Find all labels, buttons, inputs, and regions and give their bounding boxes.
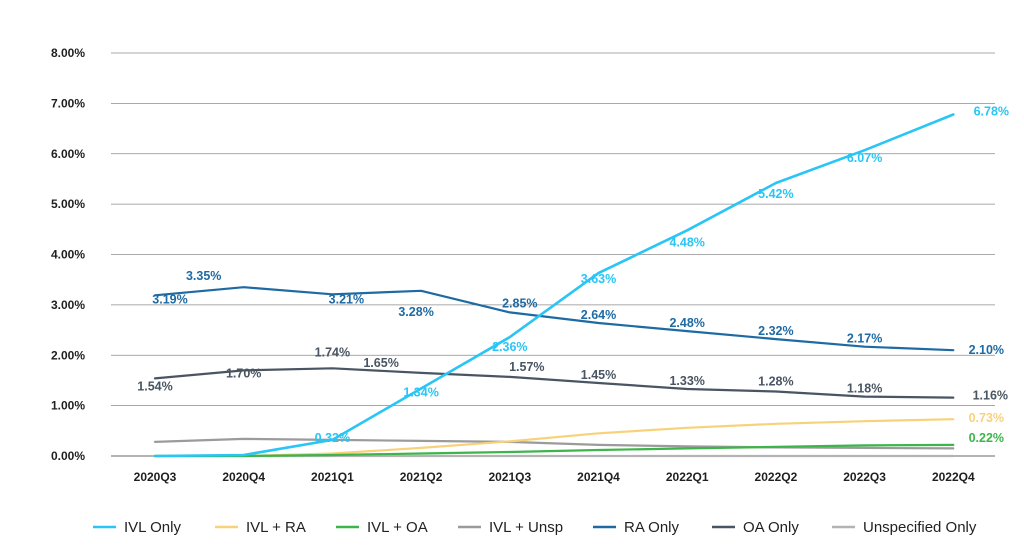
y-tick-label: 6.00% bbox=[51, 147, 85, 161]
y-tick-label: 0.00% bbox=[51, 449, 85, 463]
series-line-ivl-unsp bbox=[153, 437, 955, 450]
y-tick-label: 5.00% bbox=[51, 197, 85, 211]
x-axis-ticks: 2020Q3 2020Q4 2021Q1 2021Q2 2021Q3 2021Q4 2022… bbox=[134, 470, 975, 484]
data-label-ra-only: 3.21% bbox=[329, 292, 364, 306]
x-tick-label: 2022Q1 bbox=[666, 470, 709, 484]
y-tick-label: 7.00% bbox=[51, 96, 85, 110]
data-label-oa-only: 1.16% bbox=[973, 389, 1008, 403]
data-label-ivl-ra: 0.73% bbox=[969, 411, 1004, 425]
x-tick-label: 2022Q3 bbox=[843, 470, 886, 484]
y-tick-label: 2.00% bbox=[51, 348, 85, 362]
data-label-ivl-only: 4.48% bbox=[669, 235, 704, 249]
data-label-ivl-only: 2.36% bbox=[492, 340, 527, 354]
y-tick-label: 3.00% bbox=[51, 298, 85, 312]
legend-label-ivl-ra: IVL + RA bbox=[246, 519, 306, 536]
x-tick-label: 2021Q4 bbox=[577, 470, 620, 484]
data-label-oa-only: 1.54% bbox=[137, 379, 172, 393]
data-label-oa-only: 1.65% bbox=[363, 356, 398, 370]
y-tick-label: 1.00% bbox=[51, 399, 85, 413]
series-lines bbox=[153, 113, 955, 458]
data-label-ivl-only: 0.32% bbox=[315, 431, 350, 445]
y-axis-ticks: 0.00% 1.00% 2.00% 3.00% 4.00% 5.00% 6.00% 7.00%… bbox=[51, 46, 85, 463]
series-line-ivl-only bbox=[153, 113, 955, 458]
data-label-ra-only: 3.28% bbox=[398, 305, 433, 319]
data-label-ivl-only: 5.42% bbox=[758, 187, 793, 201]
legend-label-ivl-unsp: IVL + Unsp bbox=[489, 519, 563, 536]
data-label-ra-only: 2.85% bbox=[502, 296, 537, 310]
series-line-ivl-oa bbox=[153, 443, 955, 458]
x-tick-label: 2020Q4 bbox=[222, 470, 265, 484]
data-label-ra-only: 2.32% bbox=[758, 324, 793, 338]
data-label-ivl-only: 3.63% bbox=[581, 272, 616, 286]
data-label-oa-only: 1.18% bbox=[847, 382, 882, 396]
data-label-ra-only: 2.48% bbox=[669, 316, 704, 330]
x-tick-label: 2020Q3 bbox=[134, 470, 177, 484]
legend: IVL Only IVL + RA IVL + OA IVL + Unsp RA Onl… bbox=[93, 519, 977, 536]
data-label-oa-only: 1.45% bbox=[581, 368, 616, 382]
data-label-oa-only: 1.74% bbox=[315, 345, 350, 359]
data-label-ivl-oa: 0.22% bbox=[969, 431, 1004, 445]
data-label-ra-only: 3.19% bbox=[152, 292, 187, 306]
data-label-oa-only: 1.57% bbox=[509, 360, 544, 374]
x-tick-label: 2021Q1 bbox=[311, 470, 354, 484]
y-tick-label: 8.00% bbox=[51, 46, 85, 60]
data-label-ivl-only: 6.07% bbox=[847, 151, 882, 165]
data-label-ra-only: 2.10% bbox=[969, 343, 1004, 357]
data-label-ra-only: 3.35% bbox=[186, 269, 221, 283]
x-tick-label: 2022Q4 bbox=[932, 470, 975, 484]
data-label-ivl-only: 1.34% bbox=[403, 385, 438, 399]
legend-label-oa-only: OA Only bbox=[743, 519, 799, 536]
series-line-oa-only bbox=[153, 367, 955, 399]
y-tick-label: 4.00% bbox=[51, 248, 85, 262]
legend-label-ivl-oa: IVL + OA bbox=[367, 519, 428, 536]
x-tick-label: 2021Q2 bbox=[400, 470, 443, 484]
data-label-oa-only: 1.28% bbox=[758, 375, 793, 389]
x-tick-label: 2021Q3 bbox=[488, 470, 531, 484]
x-tick-label: 2022Q2 bbox=[755, 470, 798, 484]
data-label-oa-only: 1.33% bbox=[669, 374, 704, 388]
data-labels: 0.32% 1.34% 2.36% 3.63% 4.48% 5.42% 6.07% 6.78%… bbox=[137, 104, 1009, 444]
data-label-ra-only: 2.64% bbox=[581, 308, 616, 322]
data-label-oa-only: 1.70% bbox=[226, 366, 261, 380]
data-label-ivl-only: 6.78% bbox=[974, 104, 1009, 118]
legend-label-unspecified-only: Unspecified Only bbox=[863, 519, 977, 536]
series-line-ra-only bbox=[153, 286, 955, 352]
data-label-ra-only: 2.17% bbox=[847, 332, 882, 346]
legend-label-ivl-only: IVL Only bbox=[124, 519, 181, 536]
legend-label-ra-only: RA Only bbox=[624, 519, 680, 536]
